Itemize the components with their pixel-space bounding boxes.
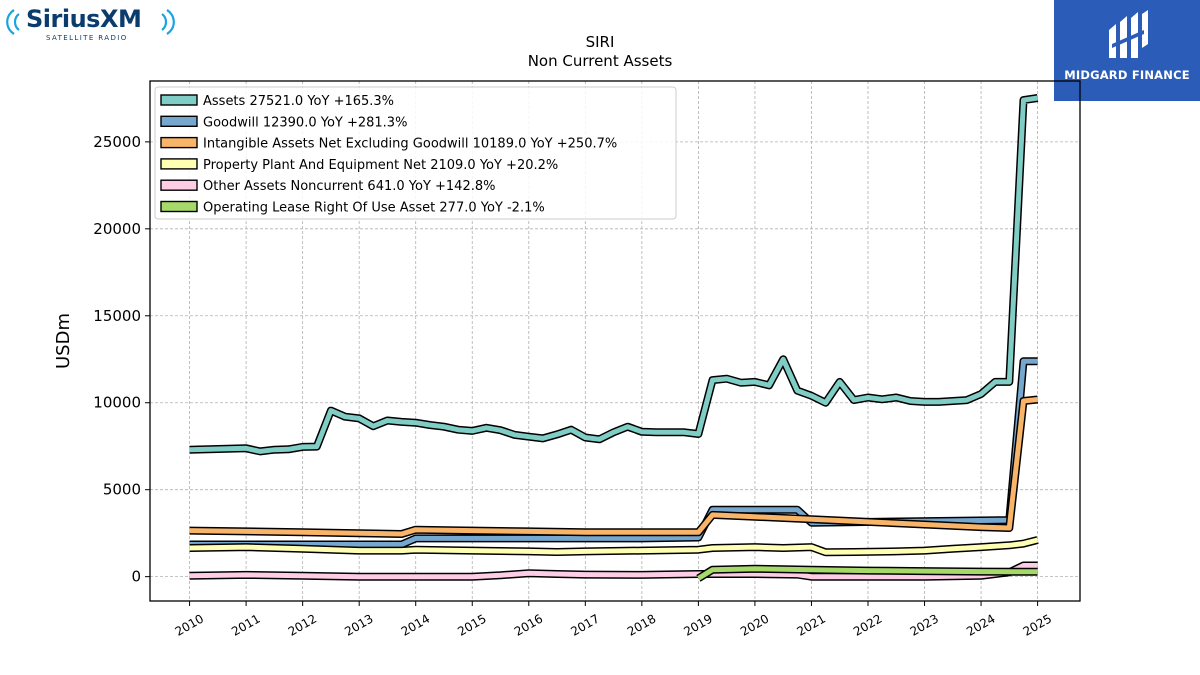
legend-swatch xyxy=(160,158,198,170)
x-tick-label: 2020 xyxy=(738,611,771,638)
series-lines xyxy=(189,94,1039,582)
chart-title: SIRI xyxy=(585,33,615,51)
y-tick-label: 20000 xyxy=(93,220,141,238)
y-tick-label: 10000 xyxy=(93,394,141,412)
y-axis-label: USDm xyxy=(53,313,74,369)
legend: Assets 27521.0 YoY +165.3% Goodwill 12390… xyxy=(154,86,677,220)
legend-swatch xyxy=(160,200,198,213)
midgard-emblem-icon xyxy=(1054,0,1200,101)
series-line xyxy=(189,563,1038,580)
midgard-finance-name: MIDGARD FINANCE xyxy=(1064,68,1190,82)
x-tick-label: 2019 xyxy=(681,611,714,638)
x-tick-label: 2015 xyxy=(455,611,488,638)
x-tick-label: 2011 xyxy=(229,611,262,638)
legend-swatch xyxy=(160,136,198,149)
series-line xyxy=(189,358,1038,547)
legend-swatch xyxy=(160,179,198,191)
chart-subtitle: Non Current Assets xyxy=(527,52,673,70)
x-tick-label: 2012 xyxy=(286,611,319,638)
legend-swatch xyxy=(160,94,198,106)
x-tick-label: 2013 xyxy=(342,611,375,638)
legend-label: Goodwill 12390.0 YoY +281.3% xyxy=(203,115,407,130)
legend-label: Property Plant And Equipment Net 2109.0 … xyxy=(203,158,558,173)
series-outline xyxy=(189,357,1038,549)
siriusxm-wave-icon xyxy=(6,9,175,35)
y-tick-label: 0 xyxy=(131,568,141,586)
series-line xyxy=(697,566,1038,581)
legend-label: Intangible Assets Net Excluding Goodwill… xyxy=(203,137,617,152)
legend-swatch xyxy=(160,115,198,128)
x-tick-label: 2021 xyxy=(795,611,828,638)
series-line xyxy=(189,95,1038,454)
y-tick-label: 25000 xyxy=(93,133,141,151)
x-tick-label: 2016 xyxy=(512,611,545,638)
x-tick-label: 2018 xyxy=(625,611,658,638)
y-tick-label: 15000 xyxy=(93,307,141,325)
legend-label: Operating Lease Right Of Use Asset 277.0… xyxy=(203,201,545,216)
x-tick-label: 2014 xyxy=(399,611,432,638)
y-tick-label: 5000 xyxy=(103,481,141,499)
legend-label: Assets 27521.0 YoY +165.3% xyxy=(203,94,394,109)
series-line xyxy=(189,397,1038,537)
x-tick-label: 2023 xyxy=(908,611,941,638)
siriusxm-tagline: SATELLITE RADIO xyxy=(46,34,128,42)
series-line xyxy=(189,537,1039,555)
plot-frame xyxy=(149,80,1081,602)
series-outline xyxy=(189,395,1039,538)
legend-label: Other Assets Noncurrent 641.0 YoY +142.8… xyxy=(203,179,495,194)
x-tick-label: 2022 xyxy=(851,611,884,638)
x-tick-label: 2017 xyxy=(568,611,601,638)
siriusxm-brand-text: SiriusXM xyxy=(26,5,142,33)
legend-box xyxy=(154,86,677,220)
midgard-finance-logo: MIDGARD FINANCE xyxy=(1054,0,1200,101)
x-tick-label: 2024 xyxy=(964,611,997,638)
siriusxm-logo: SiriusXM SATELLITE RADIO xyxy=(4,4,184,46)
x-tick-label: 2025 xyxy=(1021,611,1054,638)
x-tick-label: 2010 xyxy=(173,611,206,638)
